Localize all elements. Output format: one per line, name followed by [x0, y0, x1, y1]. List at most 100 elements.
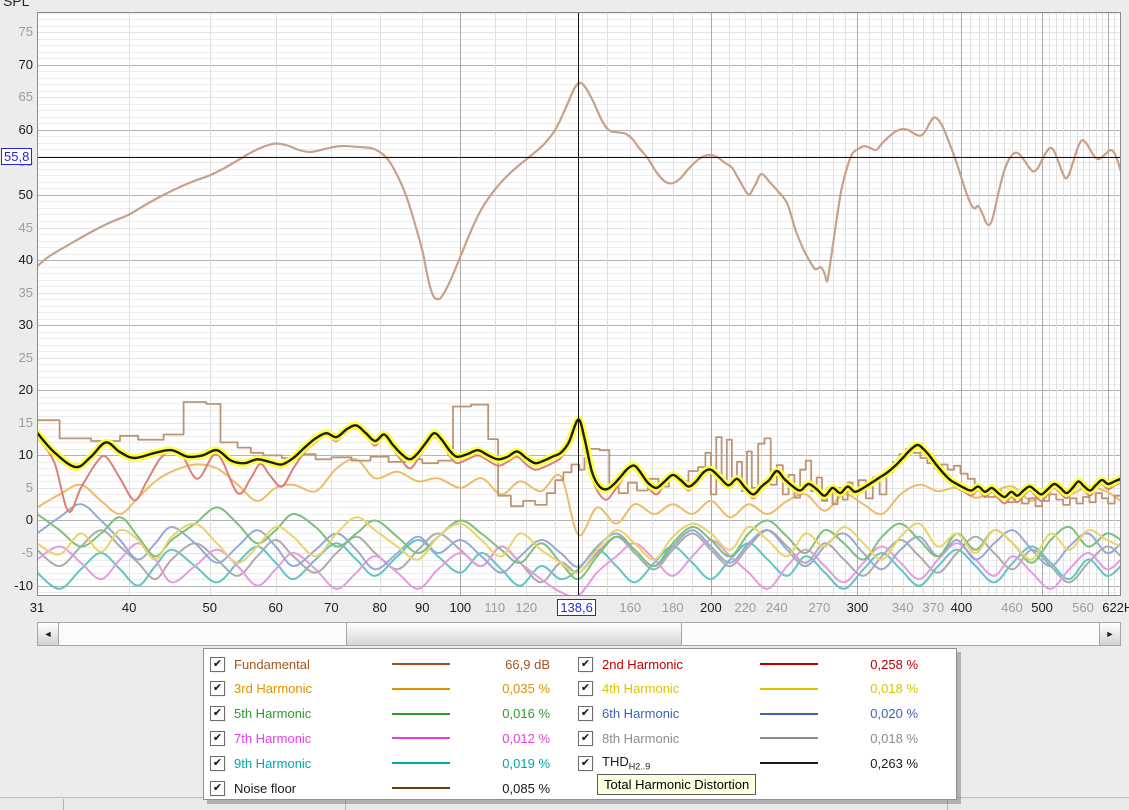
legend-value-noise: 0,085 % — [502, 780, 550, 796]
y-tick-label: 15 — [18, 414, 33, 430]
distortion-chart[interactable] — [37, 12, 1121, 596]
legend-checkbox-h2[interactable]: ✔ — [578, 656, 593, 672]
y-tick-label: -5 — [21, 545, 33, 561]
series-h6 — [37, 503, 1121, 574]
series-fundamental — [37, 81, 1121, 301]
legend-checkbox-thd[interactable]: ✔ — [578, 755, 593, 771]
legend-value-h2: 0,258 % — [870, 656, 918, 672]
legend-row-h8: ✔ 8th Harmonic 0,018 % — [574, 727, 918, 749]
x-tick-label: 110 — [484, 600, 506, 615]
legend-label-h5: 5th Harmonic — [234, 706, 312, 722]
series-h5 — [37, 506, 1121, 581]
plot-area[interactable] — [37, 12, 1121, 596]
legend-value-h8: 0,018 % — [870, 730, 918, 746]
x-tick-label: 180 — [661, 600, 684, 615]
legend-line-swatch-h9 — [392, 762, 450, 765]
legend-row-h2: ✔ 2nd Harmonic 0,258 % — [574, 653, 918, 675]
horizontal-scrollbar[interactable]: ◄ ► — [37, 622, 1121, 646]
legend-line-swatch-thd — [760, 762, 818, 765]
x-tick-label: 90 — [415, 600, 430, 615]
scroll-left-button[interactable]: ◄ — [38, 623, 59, 645]
legend-line-swatch-fundamental — [392, 663, 450, 665]
y-tick-label: 65 — [18, 89, 33, 105]
legend-row-h6: ✔ 6th Harmonic 0,020 % — [574, 703, 918, 725]
y-tick-label: 30 — [18, 317, 33, 333]
legend-line-swatch-h8 — [760, 737, 818, 740]
legend-label-fundamental: Fundamental — [234, 656, 310, 672]
y-tick-label: 25 — [18, 349, 33, 365]
x-tick-label: 40 — [121, 600, 137, 615]
legend-line-swatch-h3 — [392, 687, 450, 690]
x-tick-label: 220 — [734, 600, 757, 615]
scrollbar-thumb[interactable] — [346, 623, 682, 645]
legend-value-h4: 0,018 % — [870, 681, 918, 697]
legend-row-h5: ✔ 5th Harmonic 0,016 % — [206, 703, 550, 725]
legend-row-fundamental: ✔ Fundamental 66,9 dB — [206, 653, 550, 675]
legend-panel: ✔ Fundamental 66,9 dB ✔ 3rd Harmonic 0,035 % ✔… — [203, 648, 957, 800]
legend-checkbox-h3[interactable]: ✔ — [210, 681, 225, 697]
status-separator — [345, 799, 346, 810]
legend-value-h7: 0,012 % — [502, 730, 550, 746]
scroll-right-button[interactable]: ► — [1099, 623, 1120, 645]
legend-value-h5: 0,016 % — [502, 706, 550, 722]
x-tick-label: 460 — [1001, 600, 1023, 615]
y-tick-label: 50 — [18, 186, 33, 202]
plot-border — [37, 12, 1121, 596]
legend-checkbox-noise[interactable]: ✔ — [210, 780, 225, 796]
x-tick-label: 50 — [202, 600, 218, 615]
legend-value-thd: 0,263 % — [870, 755, 918, 771]
status-separator — [947, 799, 948, 810]
legend-checkbox-fundamental[interactable]: ✔ — [210, 656, 225, 672]
legend-checkbox-h6[interactable]: ✔ — [578, 706, 593, 722]
x-tick-label: 622Hz — [1102, 600, 1129, 615]
legend-row-h7: ✔ 7th Harmonic 0,012 % — [206, 727, 550, 749]
legend-line-swatch-h4 — [760, 687, 818, 690]
legend-label-h3: 3rd Harmonic — [234, 681, 313, 697]
y-axis-unit-label: SPL — [3, 0, 30, 9]
legend-row-h4: ✔ 4th Harmonic 0,018 % — [574, 678, 918, 700]
legend-checkbox-h5[interactable]: ✔ — [210, 706, 225, 722]
legend-checkbox-h9[interactable]: ✔ — [210, 755, 225, 771]
legend-label-h8: 8th Harmonic — [602, 730, 680, 746]
y-tick-label: 35 — [18, 284, 33, 300]
legend-value-h9: 0,019 % — [502, 755, 550, 771]
legend-checkbox-h7[interactable]: ✔ — [210, 730, 225, 746]
right-arrow-icon: ► — [1105, 629, 1115, 639]
legend-row-thd: ✔ THDH2..9 0,263 % — [574, 752, 918, 774]
legend-checkbox-h4[interactable]: ✔ — [578, 681, 593, 697]
x-tick-label: 270 — [808, 600, 831, 615]
x-tick-label: 70 — [324, 600, 339, 615]
x-tick-label: 31 — [29, 600, 45, 615]
legend-checkbox-h8[interactable]: ✔ — [578, 730, 593, 746]
legend-label-h7: 7th Harmonic — [234, 730, 312, 746]
legend-row-noise: ✔ Noise floor 0,085 % — [206, 777, 550, 799]
x-tick-label: 560 — [1072, 600, 1094, 615]
legend-line-swatch-h6 — [760, 712, 818, 715]
legend-row-h3: ✔ 3rd Harmonic 0,035 % — [206, 678, 550, 700]
legend-line-swatch-noise — [392, 787, 450, 789]
series-h7 — [37, 539, 1121, 596]
y-tick-label: 70 — [18, 56, 33, 72]
x-tick-label: 80 — [372, 600, 387, 615]
y-tick-label: 45 — [18, 219, 33, 235]
x-tick-label: 340 — [891, 600, 914, 615]
series-h3 — [37, 457, 1121, 537]
y-tick-label: 20 — [18, 382, 33, 398]
y-tick-label: 75 — [18, 24, 33, 40]
x-tick-label: 60 — [268, 600, 283, 615]
x-tick-label: 300 — [846, 600, 869, 615]
x-tick-label: 200 — [700, 600, 722, 615]
x-tick-label: 370 — [922, 600, 945, 615]
y-tick-label: 60 — [18, 121, 33, 137]
x-tick-label: 100 — [449, 600, 472, 615]
legend-label-h4: 4th Harmonic — [602, 681, 680, 697]
x-tick-label: 240 — [765, 600, 788, 615]
legend-value-fundamental: 66,9 dB — [505, 656, 550, 672]
series-thd — [37, 418, 1121, 499]
x-tick-label: 120 — [515, 600, 538, 615]
legend-line-swatch-h2 — [760, 663, 818, 665]
y-tick-label: 10 — [18, 447, 33, 463]
left-arrow-icon: ◄ — [43, 629, 53, 639]
status-separator — [63, 799, 64, 810]
legend-label-h6: 6th Harmonic — [602, 706, 680, 722]
